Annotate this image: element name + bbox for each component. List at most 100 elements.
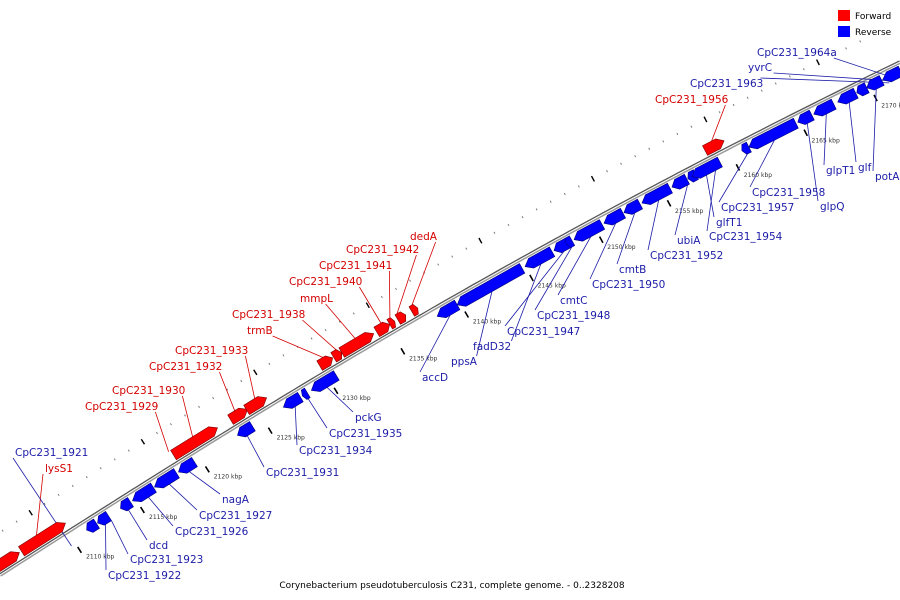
reverse-gene-arrow-22[interactable]	[741, 141, 752, 155]
reverse-gene-label-25[interactable]: glpQ	[820, 201, 845, 213]
reverse-gene-arrow-27[interactable]	[856, 82, 870, 97]
reverse-gene-label-10[interactable]: pckG	[355, 412, 382, 424]
forward-leader-11	[411, 241, 436, 306]
reverse-gene-arrow-3[interactable]	[132, 482, 157, 503]
reverse-gene-label-19[interactable]: CpC231_1952	[650, 250, 723, 262]
reverse-gene-label-8[interactable]: CpC231_1934	[299, 445, 373, 457]
reverse-leader-27	[848, 102, 857, 163]
reverse-gene-label-0[interactable]: CpC231_1921	[15, 447, 88, 459]
forward-gene-label-2[interactable]: CpC231_1930	[112, 385, 185, 397]
forward-gene-label-5[interactable]: trmB	[247, 325, 273, 337]
reverse-gene-label-4[interactable]: CpC231_1926	[175, 526, 249, 538]
reverse-gene-label-3[interactable]: dcd	[149, 540, 168, 552]
reverse-gene-arrow-24[interactable]	[797, 109, 815, 125]
reverse-gene-arrow-17[interactable]	[623, 198, 644, 215]
reverse-gene-arrow-5[interactable]	[178, 456, 198, 474]
reverse-gene-arrow-28[interactable]	[866, 75, 885, 91]
forward-gene-label-12[interactable]: CpC231_1956	[655, 94, 729, 106]
ruler-dot	[310, 337, 313, 340]
ruler-dot	[507, 223, 510, 227]
reverse-gene-label-12[interactable]: ppsA	[451, 356, 478, 368]
ruler-major-mark	[365, 302, 370, 309]
forward-gene-arrow-11[interactable]	[408, 304, 419, 317]
reverse-leader-28	[872, 89, 877, 172]
forward-gene-label-7[interactable]: mmpL	[300, 293, 333, 305]
forward-gene-arrow-3[interactable]	[227, 407, 249, 425]
reverse-gene-arrow-2[interactable]	[120, 497, 134, 512]
forward-gene-arrow-6[interactable]	[330, 349, 343, 363]
ruler-dot	[169, 423, 172, 426]
reverse-gene-arrow-14[interactable]	[565, 235, 576, 249]
forward-gene-arrow-1[interactable]	[18, 522, 66, 557]
reverse-gene-label-27[interactable]: glf	[858, 162, 872, 174]
ruler-dot	[155, 431, 158, 435]
reverse-gene-arrow-10[interactable]	[436, 299, 461, 319]
reverse-gene-label-16[interactable]: cmtC	[560, 295, 587, 307]
reverse-gene-label-18[interactable]: cmtB	[619, 264, 646, 276]
reverse-gene-arrow-11[interactable]	[456, 263, 526, 307]
reverse-gene-label-5[interactable]: CpC231_1927	[199, 510, 272, 522]
reverse-gene-label-7[interactable]: CpC231_1931	[266, 467, 339, 479]
reverse-gene-label-13[interactable]: fadD32	[473, 341, 511, 353]
reverse-gene-label-11[interactable]: accD	[422, 372, 448, 384]
forward-leader-8	[359, 286, 382, 324]
reverse-gene-label-28[interactable]: potA	[875, 171, 900, 183]
forward-gene-label-4[interactable]: CpC231_1933	[175, 345, 248, 357]
reverse-gene-arrow-19[interactable]	[671, 173, 690, 190]
forward-gene-arrow-7[interactable]	[338, 332, 375, 358]
reverse-gene-label-31[interactable]: CpC231_1964a	[757, 47, 837, 59]
forward-gene-label-9[interactable]: CpC231_1941	[319, 260, 392, 272]
reverse-gene-arrow-25[interactable]	[813, 98, 837, 117]
tick-label: 2140 kbp	[473, 319, 501, 326]
reverse-gene-label-14[interactable]: CpC231_1947	[507, 326, 580, 338]
reverse-gene-label-22[interactable]: CpC231_1954	[709, 231, 783, 243]
forward-gene-label-8[interactable]: CpC231_1940	[289, 276, 362, 288]
reverse-gene-arrow-15[interactable]	[573, 219, 606, 242]
reverse-gene-label-20[interactable]: ubiA	[677, 235, 701, 247]
forward-gene-arrow-8[interactable]	[373, 321, 391, 338]
ruler-dot	[788, 75, 791, 78]
forward-gene-label-6[interactable]: CpC231_1938	[232, 309, 305, 321]
reverse-gene-arrow-26[interactable]	[837, 87, 859, 105]
forward-gene-label-10[interactable]: CpC231_1942	[346, 244, 419, 256]
reverse-gene-arrow-4[interactable]	[154, 468, 180, 489]
reverse-gene-arrow-29[interactable]	[882, 65, 900, 83]
reverse-gene-label-26[interactable]: glpT1	[826, 165, 855, 177]
reverse-gene-label-21[interactable]: glfT1	[716, 217, 742, 229]
forward-gene-label-11[interactable]: dedA	[410, 231, 438, 243]
reverse-gene-label-30[interactable]: yvrC	[748, 62, 772, 74]
ruler-dot	[113, 458, 116, 461]
reverse-gene-arrow-0[interactable]	[86, 518, 100, 533]
reverse-gene-arrow-12[interactable]	[524, 246, 556, 269]
reverse-gene-arrow-6[interactable]	[237, 421, 256, 438]
reverse-gene-arrow-9[interactable]	[310, 370, 340, 392]
forward-gene-arrow-4[interactable]	[243, 396, 268, 416]
reverse-gene-label-23[interactable]: CpC231_1957	[721, 202, 794, 214]
reverse-gene-arrow-21[interactable]	[691, 156, 723, 179]
reverse-gene-label-17[interactable]: CpC231_1950	[592, 279, 665, 291]
forward-gene-arrow-5[interactable]	[316, 355, 334, 371]
forward-gene-arrow-10[interactable]	[394, 311, 407, 325]
reverse-gene-label-15[interactable]: CpC231_1948	[537, 310, 610, 322]
forward-gene-label-0[interactable]: lysS1	[45, 463, 73, 475]
reverse-gene-arrow-16[interactable]	[603, 207, 627, 226]
reverse-gene-label-24[interactable]: CpC231_1958	[752, 187, 825, 199]
reverse-gene-arrow-23[interactable]	[748, 117, 799, 150]
reverse-gene-label-2[interactable]: CpC231_1923	[130, 554, 203, 566]
forward-gene-arrow-2[interactable]	[170, 426, 218, 461]
reverse-gene-label-6[interactable]: nagA	[222, 494, 250, 506]
reverse-gene-label-29[interactable]: CpC231_1963	[690, 78, 763, 90]
reverse-gene-label-1[interactable]: CpC231_1922	[108, 570, 181, 582]
ruler-dot	[493, 231, 496, 234]
forward-gene-label-3[interactable]: CpC231_1932	[149, 361, 222, 373]
forward-gene-arrow-0[interactable]	[0, 551, 20, 573]
forward-gene-arrow-12[interactable]	[702, 138, 725, 156]
reverse-gene-arrow-8[interactable]	[300, 387, 311, 400]
reverse-gene-arrow-1[interactable]	[97, 510, 112, 526]
forward-gene-arrow-9[interactable]	[386, 317, 397, 330]
forward-gene-label-1[interactable]: CpC231_1929	[85, 401, 158, 413]
reverse-gene-arrow-7[interactable]	[282, 391, 304, 409]
reverse-gene-arrow-18[interactable]	[641, 182, 673, 205]
reverse-gene-label-9[interactable]: CpC231_1935	[329, 428, 402, 440]
tick-label: 2115 kbp	[149, 514, 177, 521]
